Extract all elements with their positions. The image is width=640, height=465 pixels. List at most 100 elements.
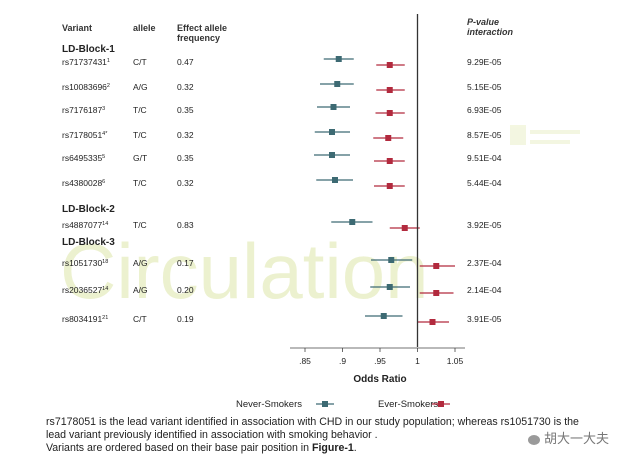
ever-smokers-point: [386, 110, 393, 116]
watermark-badge: [510, 125, 580, 145]
never-smokers-point: [349, 219, 356, 225]
footnote-line-3: Variants are ordered based on their base…: [46, 442, 606, 455]
frequency-cell: 0.20: [177, 285, 194, 295]
header-allele: allele: [133, 23, 156, 33]
variant-id: rs43800286: [62, 178, 105, 188]
footnote-figure-ref: Figure-1: [312, 442, 354, 454]
ever-smokers-point: [401, 225, 408, 231]
frequency-cell: 0.19: [177, 314, 194, 324]
never-smokers-point: [386, 284, 393, 290]
x-axis-label: Odds Ratio: [353, 374, 406, 385]
p-value-cell: 2.37E-04: [467, 258, 502, 268]
p-value-cell: 9.29E-05: [467, 57, 502, 67]
footnote-line-1: rs7178051 is the lead variant identified…: [46, 416, 579, 428]
p-value-cell: 6.93E-05: [467, 105, 502, 115]
watermark-text: Circulation: [60, 227, 428, 315]
x-tick-label: .95: [374, 356, 386, 366]
frequency-cell: 0.83: [177, 220, 194, 230]
x-tick-label: 1: [415, 356, 420, 366]
never-smokers-point: [388, 257, 395, 263]
variant-id: rs71761873: [62, 105, 105, 115]
variant-id: rs105173018: [62, 258, 108, 268]
allele-cell: T/C: [133, 178, 147, 188]
ever-smokers-point: [386, 62, 393, 68]
wechat-label: 胡大一大夫: [544, 432, 610, 447]
header-variant: Variant: [62, 23, 92, 33]
never-smokers-point: [330, 104, 337, 110]
ever-smokers-point: [433, 263, 440, 269]
p-value-cell: 5.15E-05: [467, 82, 502, 92]
never-smokers-point: [332, 177, 338, 183]
footnote-line-2: lead variant previously identified in as…: [46, 429, 378, 441]
frequency-cell: 0.17: [177, 258, 194, 268]
p-value-cell: 3.92E-05: [467, 220, 502, 230]
p-value-cell: 2.14E-04: [467, 285, 502, 295]
frequency-cell: 0.35: [177, 105, 194, 115]
block-label-1: LD-Block-1: [62, 44, 115, 55]
header-frequency: frequency: [177, 33, 220, 43]
x-tick-label: 1.05: [447, 356, 464, 366]
never-smokers-point: [329, 129, 335, 135]
allele-cell: T/C: [133, 220, 147, 230]
never-smokers-point: [329, 152, 335, 158]
frequency-cell: 0.32: [177, 130, 194, 140]
variant-id: rs488707714: [62, 220, 108, 230]
footnote-line-3-prefix: Variants are ordered based on their base…: [46, 442, 312, 454]
ever-smokers-point: [386, 158, 393, 164]
variant-id: rs100836962: [62, 82, 110, 92]
variant-superscript: 5: [102, 154, 105, 160]
never-smokers-point: [334, 81, 341, 87]
allele-cell: C/T: [133, 57, 147, 67]
ever-smokers-point: [385, 135, 392, 141]
legend-swatch: [438, 401, 444, 407]
variant-superscript: 14: [102, 221, 108, 227]
legend-label: Ever-Smokers: [378, 399, 438, 410]
p-value-cell: 9.51E-04: [467, 153, 502, 163]
variant-superscript: 4*: [102, 131, 108, 137]
legend: Never-Smokers Ever-Smokers: [236, 399, 450, 410]
frequency-cell: 0.32: [177, 178, 194, 188]
allele-cell: A/G: [133, 285, 148, 295]
allele-cell: A/G: [133, 82, 148, 92]
x-tick-label: .9: [339, 356, 346, 366]
block-label-3: LD-Block-3: [62, 237, 115, 248]
header-p-value: P-value: [467, 17, 499, 27]
footnote: rs7178051 is the lead variant identified…: [46, 416, 606, 455]
table-rows: LD-Block-1 rs717374311 C/T 0.47 9.29E-05 rs10…: [62, 44, 502, 324]
allele-cell: C/T: [133, 314, 147, 324]
wechat-icon: [528, 434, 540, 445]
legend-swatch: [322, 401, 328, 407]
allele-cell: T/C: [133, 130, 147, 140]
frequency-cell: 0.32: [177, 82, 194, 92]
allele-cell: T/C: [133, 105, 147, 115]
variant-superscript: 14: [102, 286, 108, 292]
variant-id: rs71780514*: [62, 130, 108, 140]
variant-superscript: 3: [102, 106, 105, 112]
variant-superscript: 21: [102, 315, 108, 321]
variant-superscript: 1: [107, 58, 110, 64]
header-effect-allele: Effect allele: [177, 23, 227, 33]
frequency-cell: 0.35: [177, 153, 194, 163]
frequency-cell: 0.47: [177, 57, 194, 67]
header-interaction: interaction: [467, 27, 514, 37]
p-value-cell: 3.91E-05: [467, 314, 502, 324]
variant-superscript: 18: [102, 259, 108, 265]
plot-area: .85 .9 .95 1 1.05 Odds Ratio: [290, 14, 465, 385]
variant-id: rs64953355: [62, 153, 105, 163]
p-value-cell: 5.44E-04: [467, 178, 502, 188]
ever-smokers-point: [386, 183, 393, 189]
ever-smokers-point: [433, 290, 440, 296]
variant-superscript: 2: [107, 83, 110, 89]
legend-label: Never-Smokers: [236, 399, 302, 410]
variant-superscript: 6: [102, 179, 105, 185]
p-value-cell: 8.57E-05: [467, 130, 502, 140]
allele-cell: G/T: [133, 153, 147, 163]
never-smokers-point: [380, 313, 387, 319]
variant-id: rs717374311: [62, 57, 110, 67]
ever-smokers-point: [386, 87, 393, 93]
variant-id: rs803419121: [62, 314, 108, 324]
allele-cell: A/G: [133, 258, 148, 268]
x-tick-label: .85: [299, 356, 311, 366]
block-label-2: LD-Block-2: [62, 204, 115, 215]
